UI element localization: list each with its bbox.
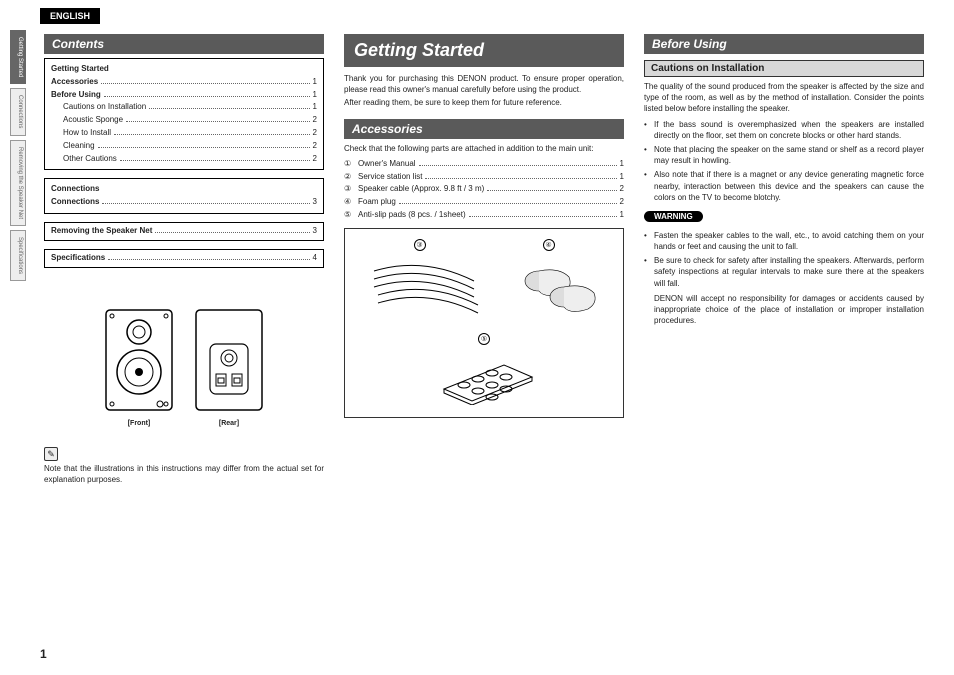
- toc-item: Connections: [51, 196, 99, 209]
- toc-page: 3: [313, 225, 317, 238]
- toc-getting-started: Getting Started Accessories1Before Using…: [44, 58, 324, 170]
- speaker-front-figure: [Front]: [104, 308, 174, 427]
- accessory-name: Anti-slip pads (8 pcs. / 1sheet): [358, 209, 466, 222]
- cautions-subheader: Cautions on Installation: [644, 60, 924, 77]
- list-item: Note that placing the speaker on the sam…: [644, 144, 924, 166]
- toc-section-title: Getting Started: [51, 63, 109, 76]
- language-tab: ENGLISH: [40, 8, 100, 24]
- toc-page: 3: [313, 196, 317, 209]
- side-tab-removing[interactable]: Removing the Speaker Net: [10, 140, 26, 226]
- speaker-rear-figure: [Rear]: [194, 308, 264, 427]
- page-number: 1: [40, 647, 47, 661]
- side-tab-getting-started[interactable]: Getting Started: [10, 30, 26, 84]
- speaker-illustration: [Front] [Rear]: [44, 308, 324, 427]
- toc-page: 2: [313, 127, 317, 140]
- warning-badge: WARNING: [644, 211, 703, 222]
- list-item: If the bass sound is overemphasized when…: [644, 119, 924, 141]
- illus-label-4: ④: [543, 239, 555, 251]
- fig-label-rear: [Rear]: [194, 420, 264, 427]
- column-contents: Contents Getting Started Accessories1Bef…: [44, 34, 324, 487]
- toc-row: Cautions on Installation 1: [51, 101, 317, 114]
- accessory-num: ③: [344, 183, 358, 196]
- toc-page: 2: [313, 140, 317, 153]
- accessory-row: ③Speaker cable (Approx. 9.8 ft / 3 m) 2: [344, 183, 624, 196]
- list-item: Be sure to check for safety after instal…: [644, 255, 924, 289]
- accessory-row: ②Service station list 1: [344, 171, 624, 184]
- contents-header: Contents: [44, 34, 324, 54]
- pencil-icon: ✎: [44, 447, 58, 461]
- toc-item: Other Cautions: [51, 153, 117, 166]
- toc-item: Before Using: [51, 89, 101, 102]
- list-item: Fasten the speaker cables to the wall, e…: [644, 230, 924, 252]
- accessory-qty: 2: [620, 183, 624, 196]
- illus-label-5: ⑤: [478, 333, 490, 345]
- disclaimer-text: DENON will accept no responsibility for …: [644, 293, 924, 327]
- accessory-qty: 1: [620, 158, 624, 171]
- before-using-header: Before Using: [644, 34, 924, 54]
- toc-row: Cleaning 2: [51, 140, 317, 153]
- toc-row: Accessories 1: [51, 76, 317, 89]
- toc-connections: Connections Connections 3: [44, 178, 324, 214]
- toc-item: How to Install: [51, 127, 111, 140]
- toc-page: 2: [313, 153, 317, 166]
- illus-label-3: ③: [414, 239, 426, 251]
- column-getting-started: Getting Started Thank you for purchasing…: [344, 34, 624, 487]
- toc-page: 1: [313, 89, 317, 102]
- toc-item: Accessories: [51, 76, 98, 89]
- warning-list: Fasten the speaker cables to the wall, e…: [644, 230, 924, 289]
- accessory-qty: 1: [620, 209, 624, 222]
- toc-section-title: Connections: [51, 183, 99, 196]
- toc-page: 1: [313, 101, 317, 114]
- accessory-name: Foam plug: [358, 196, 396, 209]
- toc-row: Before Using 1: [51, 89, 317, 102]
- intro-text-2: After reading them, be sure to keep them…: [344, 97, 624, 108]
- accessories-list: ①Owner's Manual1②Service station list1③S…: [344, 158, 624, 222]
- side-tab-connections[interactable]: Connections: [10, 88, 26, 135]
- accessories-intro: Check that the following parts are attac…: [344, 143, 624, 154]
- list-item: Also note that if there is a magnet or a…: [644, 169, 924, 203]
- toc-item: Cautions on Installation: [51, 101, 146, 114]
- accessory-num: ⑤: [344, 209, 358, 222]
- accessory-qty: 1: [620, 171, 624, 184]
- toc-row: Connections 3: [51, 196, 317, 209]
- toc-row: Acoustic Sponge 2: [51, 114, 317, 127]
- accessories-illustration: ③ ④ ⑤: [344, 228, 624, 418]
- side-nav: Getting Started Connections Removing the…: [10, 30, 26, 281]
- toc-page: 1: [313, 76, 317, 89]
- accessories-header: Accessories: [344, 119, 624, 139]
- toc-specifications: Specifications 4: [44, 249, 324, 268]
- accessory-row: ⑤Anti-slip pads (8 pcs. / 1sheet) 1: [344, 209, 624, 222]
- intro-text-1: Thank you for purchasing this DENON prod…: [344, 73, 624, 95]
- accessory-qty: 2: [620, 196, 624, 209]
- getting-started-header: Getting Started: [344, 34, 624, 67]
- accessory-name: Speaker cable (Approx. 9.8 ft / 3 m): [358, 183, 484, 196]
- cautions-intro: The quality of the sound produced from t…: [644, 81, 924, 115]
- toc-page: 4: [313, 252, 317, 265]
- cautions-list: If the bass sound is overemphasized when…: [644, 119, 924, 203]
- toc-removing: Removing the Speaker Net 3: [44, 222, 324, 241]
- toc-row: How to Install 2: [51, 127, 317, 140]
- accessory-name: Service station list: [358, 171, 422, 184]
- accessory-num: ②: [344, 171, 358, 184]
- cables-and-plugs-icon: [355, 251, 613, 331]
- pads-icon: [355, 345, 613, 405]
- accessory-num: ①: [344, 158, 358, 171]
- toc-row: Other Cautions 2: [51, 153, 317, 166]
- accessory-row: ④Foam plug 2: [344, 196, 624, 209]
- fig-label-front: [Front]: [104, 420, 174, 427]
- illustration-note: Note that the illustrations in this inst…: [44, 463, 324, 485]
- column-before-using: Before Using Cautions on Installation Th…: [644, 34, 924, 487]
- accessory-num: ④: [344, 196, 358, 209]
- toc-item: Acoustic Sponge: [51, 114, 123, 127]
- toc-item: Cleaning: [51, 140, 95, 153]
- toc-item: Specifications: [51, 252, 105, 265]
- accessory-name: Owner's Manual: [358, 158, 416, 171]
- toc-item: Removing the Speaker Net: [51, 225, 152, 238]
- accessory-row: ①Owner's Manual 1: [344, 158, 624, 171]
- page-body: Contents Getting Started Accessories1Bef…: [44, 34, 924, 487]
- side-tab-specifications[interactable]: Specifications: [10, 230, 26, 281]
- toc-page: 2: [313, 114, 317, 127]
